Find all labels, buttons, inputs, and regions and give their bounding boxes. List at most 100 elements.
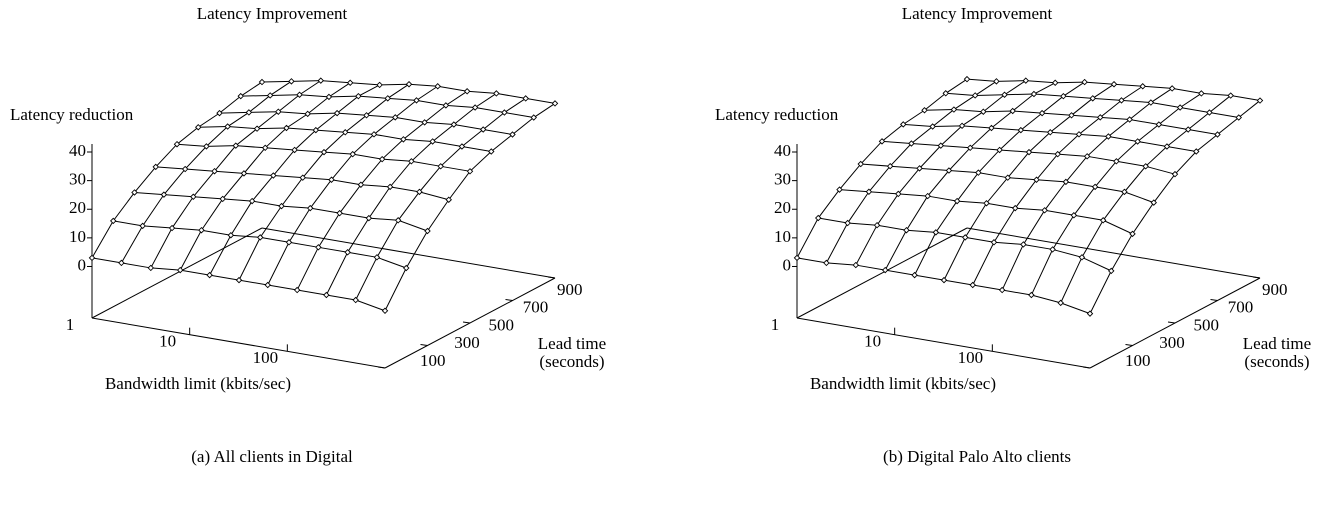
surface-point: [403, 264, 410, 272]
y-tick: [505, 299, 513, 301]
surface-point: [365, 214, 373, 222]
surface-point: [963, 75, 971, 83]
surface-point: [996, 146, 1003, 154]
surface-point: [458, 143, 466, 150]
surface-point: [304, 110, 311, 118]
surface-point: [509, 131, 516, 138]
surface-column: [120, 80, 292, 264]
surface-point: [488, 148, 495, 155]
surface-point: [211, 167, 218, 175]
surface-point: [240, 170, 248, 177]
surface-point: [317, 77, 325, 84]
surface-row: [155, 166, 449, 201]
surface-point: [990, 239, 998, 246]
surface-point: [1235, 114, 1242, 121]
axis-line: [261, 227, 556, 279]
z-tick-label: 0: [783, 255, 792, 274]
surface-point: [937, 142, 945, 149]
surface-point: [1227, 92, 1234, 99]
z-tick-label: 30: [774, 170, 791, 189]
surface-point: [793, 254, 801, 262]
y-tick: [1125, 344, 1133, 346]
surface-point: [1020, 241, 1027, 248]
surface-point: [253, 125, 261, 132]
surface-point: [333, 109, 341, 117]
surface-point: [1025, 148, 1033, 156]
surface-point: [466, 168, 474, 175]
surface-point: [1011, 204, 1019, 212]
surface-point: [1256, 97, 1264, 104]
surface-point: [1198, 90, 1205, 97]
y-tick-label: 300: [1159, 333, 1185, 352]
surface-point: [336, 209, 343, 217]
surface-point: [1038, 109, 1046, 117]
surface-point: [168, 224, 176, 232]
surface-point: [1049, 246, 1056, 253]
surface-point: [1108, 267, 1115, 275]
surface-point: [421, 119, 428, 126]
surface-point: [203, 143, 210, 150]
caption: (b) Digital Palo Alto clients: [883, 447, 1071, 466]
surface-point: [1105, 133, 1112, 140]
chart-title: Latency Improvement: [197, 4, 348, 23]
surface-point: [363, 112, 370, 119]
surface-point: [962, 234, 969, 241]
z-axis-label: Latency reduction: [715, 105, 839, 124]
surface-point: [1083, 153, 1091, 160]
surface-point: [1078, 254, 1086, 261]
axis-line: [796, 317, 1091, 369]
surface-point: [1070, 212, 1078, 219]
surface-point: [865, 188, 873, 195]
surface-point: [940, 276, 948, 284]
surface-point: [1096, 114, 1104, 121]
surface-point: [969, 281, 976, 289]
z-tick-label: 0: [78, 255, 87, 274]
surface-point: [328, 176, 335, 183]
surface-point: [270, 172, 277, 179]
surface-row: [134, 191, 428, 232]
y-tick: [420, 344, 428, 346]
surface-point: [88, 254, 96, 262]
surface-point: [216, 109, 223, 117]
surface-point: [958, 122, 966, 130]
surface-point: [266, 92, 274, 99]
surface-point: [844, 219, 851, 227]
surface-point: [988, 124, 995, 132]
surface-point: [257, 234, 264, 241]
surface-point: [1089, 95, 1096, 102]
axis-line: [91, 317, 386, 369]
surface-point: [442, 102, 450, 109]
surface-point: [235, 276, 243, 284]
surface-point: [1147, 99, 1155, 106]
surface-point: [815, 214, 822, 222]
surface-point: [857, 160, 864, 168]
surface-point: [381, 307, 389, 314]
surface-point: [1155, 121, 1163, 128]
x-tick-label: 100: [253, 348, 279, 367]
x-tick-label: 10: [159, 332, 176, 351]
surface-point: [823, 259, 830, 267]
y-tick: [462, 321, 471, 324]
x-tick-label: 1: [771, 315, 780, 334]
surface-point: [429, 138, 436, 145]
surface-point: [881, 266, 889, 274]
surface-point: [1047, 129, 1054, 136]
z-tick-label: 10: [774, 227, 791, 246]
surface-point: [895, 190, 902, 198]
surface-point: [258, 78, 266, 86]
surface-point: [320, 148, 328, 156]
surface-point: [1060, 92, 1067, 100]
surface-column: [267, 85, 439, 286]
surface-point: [264, 281, 271, 289]
surface-point: [929, 123, 936, 130]
surface-point: [916, 165, 923, 172]
surface-point: [1033, 176, 1040, 183]
surface-point: [416, 188, 423, 196]
surface-point: [911, 271, 918, 279]
surface-point: [1139, 83, 1146, 90]
surface-point: [160, 191, 168, 198]
surface-point: [1009, 107, 1016, 115]
y-axis-label: (seconds): [539, 352, 604, 371]
surface-point: [1168, 85, 1176, 92]
surface-point: [445, 196, 452, 203]
